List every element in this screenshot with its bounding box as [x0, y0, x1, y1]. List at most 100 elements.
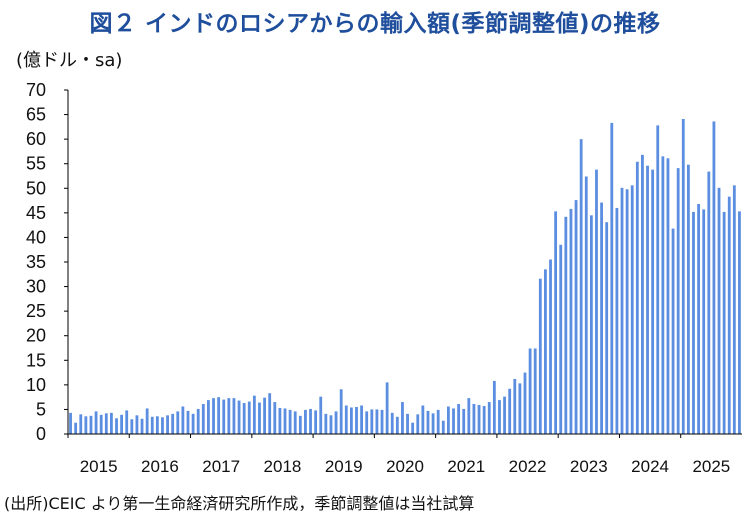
- bar: [625, 189, 629, 434]
- bar: [589, 215, 593, 434]
- bar: [298, 415, 302, 434]
- x-tick-label: 2021: [447, 457, 485, 476]
- bar: [166, 415, 169, 434]
- bar: [676, 168, 680, 434]
- bar: [212, 398, 215, 434]
- bar: [401, 402, 404, 434]
- bar: [635, 161, 639, 434]
- bar: [457, 404, 461, 434]
- y-tick-label: 55: [26, 154, 46, 174]
- bar: [380, 409, 384, 434]
- bar: [89, 415, 93, 434]
- bar: [69, 412, 72, 434]
- x-tick-label: 2019: [325, 457, 363, 476]
- x-axis: 2015 2016 2017 2018 2019 2020 2021 2022 2023 2024…: [67, 433, 742, 476]
- bar: [375, 409, 379, 434]
- bar: [498, 400, 501, 434]
- bar: [207, 400, 210, 434]
- bar: [79, 414, 83, 434]
- bar: [278, 407, 282, 434]
- bar: [268, 393, 272, 434]
- bar: [661, 156, 665, 435]
- bar: [283, 408, 287, 434]
- bar: [273, 402, 277, 434]
- chart-title: 図２ インドのロシアからの輸入額(季節調整値)の推移: [89, 11, 661, 37]
- bar: [344, 405, 348, 434]
- bar: [727, 196, 731, 434]
- bar: [288, 409, 292, 434]
- bar: [646, 165, 649, 434]
- x-tick-label: 2015: [80, 457, 118, 476]
- bar: [564, 216, 568, 434]
- y-tick-label: 20: [26, 326, 46, 346]
- bar: [109, 412, 113, 434]
- bar: [482, 405, 486, 434]
- y-tick-label: 65: [26, 105, 46, 125]
- bar: [99, 414, 103, 434]
- y-tick-label: 0: [36, 424, 46, 444]
- y-tick-label: 30: [26, 277, 46, 297]
- bar: [304, 409, 307, 434]
- bar: [258, 402, 261, 434]
- bar: [186, 410, 190, 434]
- bar: [574, 200, 578, 434]
- y-tick-label: 15: [26, 350, 46, 370]
- bar: [334, 411, 338, 434]
- x-tick-label: 2025: [692, 457, 730, 476]
- bar: [620, 187, 624, 434]
- bar: [309, 408, 312, 434]
- bar: [150, 416, 154, 434]
- x-tick-label: 2018: [264, 457, 302, 476]
- x-tick-label: 2017: [202, 457, 240, 476]
- bar: [538, 278, 542, 434]
- bar: [227, 398, 231, 434]
- bar: [74, 422, 78, 434]
- bar: [554, 211, 558, 434]
- bar: [656, 125, 660, 434]
- bar: [125, 410, 129, 434]
- bar: [508, 388, 512, 434]
- bar: [390, 412, 394, 434]
- bar: [528, 348, 532, 434]
- bar: [191, 413, 195, 434]
- bar: [406, 413, 409, 434]
- y-tick-label: 40: [26, 227, 46, 247]
- bar: [441, 420, 445, 434]
- bar: [513, 378, 517, 434]
- bar: [712, 121, 716, 435]
- y-tick-label: 45: [26, 203, 46, 223]
- bar: [104, 413, 108, 434]
- bar: [681, 118, 685, 434]
- bar: [584, 176, 588, 434]
- bar: [120, 414, 124, 434]
- bar: [492, 380, 496, 434]
- bar: [467, 398, 471, 434]
- bar: [717, 187, 721, 434]
- x-tick-label: 2022: [509, 457, 547, 476]
- bar: [421, 405, 425, 434]
- bar: [247, 401, 251, 434]
- bar: [732, 185, 736, 434]
- bar: [349, 407, 353, 434]
- bar: [319, 396, 323, 434]
- bar: [503, 396, 506, 434]
- bar: [324, 413, 328, 434]
- bar: [472, 404, 476, 434]
- y-tick-label: 35: [26, 252, 46, 272]
- bar: [518, 383, 522, 434]
- bar: [462, 408, 466, 434]
- bar: [477, 405, 481, 434]
- bar: [196, 408, 200, 434]
- bar: [605, 222, 609, 434]
- bar: [630, 185, 634, 434]
- bar: [171, 413, 175, 434]
- bar: [135, 415, 139, 434]
- bar: [559, 244, 563, 434]
- bar: [692, 211, 695, 434]
- bar: [237, 400, 241, 434]
- y-axis: 0 5 10 15 20 25 30 35 40 45 50 55 60 65 70: [26, 80, 69, 444]
- bar: [595, 169, 598, 434]
- bar: [738, 211, 741, 434]
- bar: [252, 395, 256, 434]
